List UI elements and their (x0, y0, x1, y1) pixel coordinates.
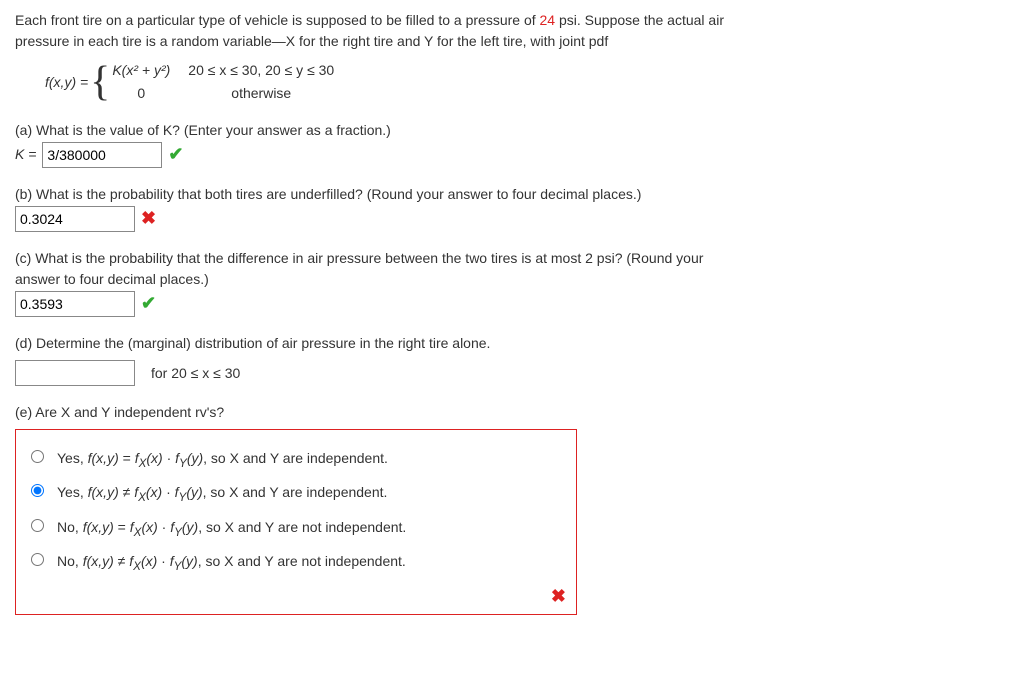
part-c-prompt-2: answer to four decimal places.) (15, 269, 1009, 290)
cross-icon: ✖ (551, 586, 566, 606)
part-e-radio-1[interactable] (31, 484, 44, 497)
part-e-option-2[interactable]: No, f(x,y) = fX(x) · fY(y), so X and Y a… (26, 515, 566, 541)
part-e-option-text-1: Yes, f(x,y) ≠ fX(x) · fY(y), so X and Y … (57, 482, 387, 506)
pdf-lhs: f(x,y) = (45, 72, 88, 93)
part-e: (e) Are X and Y independent rv's? Yes, f… (15, 402, 1009, 615)
part-d-input[interactable] (15, 360, 135, 386)
check-icon: ✔ (141, 290, 156, 317)
part-e-radio-0[interactable] (31, 450, 44, 463)
part-e-prompt: (e) Are X and Y independent rv's? (15, 402, 1009, 423)
part-e-radio-2[interactable] (31, 519, 44, 532)
part-c-input[interactable] (15, 291, 135, 317)
part-e-option-0[interactable]: Yes, f(x,y) = fX(x) · fY(y), so X and Y … (26, 446, 566, 472)
part-a-prompt: (a) What is the value of K? (Enter your … (15, 120, 1009, 141)
part-e-option-text-0: Yes, f(x,y) = fX(x) · fY(y), so X and Y … (57, 448, 388, 472)
brace-icon: { (90, 61, 110, 103)
part-e-option-text-3: No, f(x,y) ≠ fX(x) · fY(y), so X and Y a… (57, 551, 406, 575)
joint-pdf-definition: f(x,y) = { K(x² + y²) 20 ≤ x ≤ 30, 20 ≤ … (45, 60, 1009, 104)
check-icon: ✔ (168, 141, 183, 168)
part-b-prompt: (b) What is the probability that both ti… (15, 184, 1009, 205)
part-d: (d) Determine the (marginal) distributio… (15, 333, 1009, 386)
part-e-option-1[interactable]: Yes, f(x,y) ≠ fX(x) · fY(y), so X and Y … (26, 480, 566, 506)
part-a-label: K = (15, 144, 36, 165)
part-a-input[interactable] (42, 142, 162, 168)
part-e-option-3[interactable]: No, f(x,y) ≠ fX(x) · fY(y), so X and Y a… (26, 549, 566, 575)
part-d-suffix: for 20 ≤ x ≤ 30 (151, 363, 240, 384)
intro-line-1b: psi. Suppose the actual air (555, 12, 724, 28)
pdf-case2-expr: 0 (112, 83, 170, 104)
part-c: (c) What is the probability that the dif… (15, 248, 1009, 317)
pressure-value: 24 (540, 12, 556, 28)
part-e-radio-3[interactable] (31, 553, 44, 566)
part-c-prompt-1: (c) What is the probability that the dif… (15, 248, 1009, 269)
pdf-case1-cond: 20 ≤ x ≤ 30, 20 ≤ y ≤ 30 (188, 60, 334, 81)
intro-line-1a: Each front tire on a particular type of … (15, 12, 540, 28)
part-d-prompt: (d) Determine the (marginal) distributio… (15, 333, 1009, 354)
part-e-option-text-2: No, f(x,y) = fX(x) · fY(y), so X and Y a… (57, 517, 406, 541)
part-a: (a) What is the value of K? (Enter your … (15, 120, 1009, 168)
intro-line-2: pressure in each tire is a random variab… (15, 33, 608, 49)
cross-icon: ✖ (141, 205, 156, 232)
intro-text: Each front tire on a particular type of … (15, 10, 1009, 52)
pdf-case1-expr: K(x² + y²) (112, 60, 170, 81)
part-b: (b) What is the probability that both ti… (15, 184, 1009, 232)
part-e-choice-box: Yes, f(x,y) = fX(x) · fY(y), so X and Y … (15, 429, 577, 615)
pdf-case2-cond: otherwise (188, 83, 334, 104)
part-b-input[interactable] (15, 206, 135, 232)
